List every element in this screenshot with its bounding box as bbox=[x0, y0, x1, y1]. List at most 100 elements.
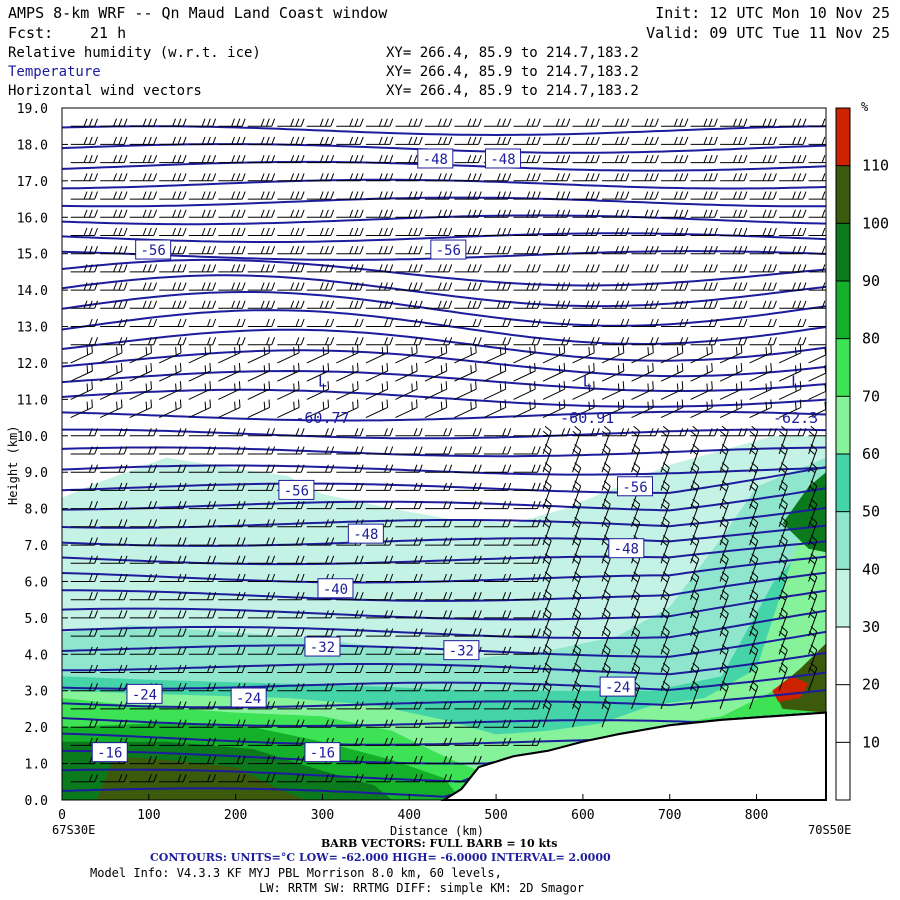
wind-barb bbox=[395, 592, 423, 601]
wind-barb bbox=[158, 362, 182, 382]
wind-barb bbox=[572, 173, 600, 182]
wind-barb bbox=[129, 446, 158, 455]
wind-barb bbox=[543, 136, 571, 145]
wind-barb bbox=[277, 519, 305, 528]
wind-barb bbox=[129, 610, 158, 619]
wind-barb bbox=[660, 399, 684, 419]
wind-barb bbox=[395, 664, 423, 673]
wind-barb bbox=[749, 173, 777, 182]
wind-barb bbox=[365, 136, 394, 145]
wind-barb bbox=[661, 428, 689, 437]
wind-barb bbox=[395, 628, 423, 637]
wind-barb bbox=[100, 318, 128, 327]
isotherm-label-box bbox=[599, 676, 636, 697]
wind-barb bbox=[513, 399, 536, 419]
wind-barb bbox=[306, 701, 335, 710]
wind-barb bbox=[660, 425, 670, 455]
wind-barb bbox=[247, 592, 276, 601]
wind-barb bbox=[365, 428, 394, 437]
wind-barb bbox=[100, 719, 128, 728]
wind-barb bbox=[247, 646, 276, 655]
wind-barb bbox=[749, 118, 777, 127]
wind-barb bbox=[336, 300, 364, 309]
wind-barb bbox=[424, 755, 453, 765]
y-tick-label: 0.0 bbox=[25, 794, 48, 809]
wind-barb bbox=[336, 399, 359, 419]
isotherm-label: -48 bbox=[417, 148, 454, 169]
wind-barb bbox=[218, 664, 246, 673]
wind-barb bbox=[543, 191, 571, 200]
isotherm-label: -24 bbox=[126, 683, 163, 704]
wind-barb bbox=[100, 774, 128, 783]
wind-barb bbox=[277, 573, 305, 582]
wind-barb bbox=[188, 555, 217, 564]
wind-barb bbox=[218, 209, 246, 218]
wind-barb bbox=[306, 300, 335, 309]
wind-barb bbox=[365, 381, 389, 400]
isotherm-line bbox=[62, 410, 826, 422]
wind-barb bbox=[306, 399, 330, 419]
colorbar-tick-label: 100 bbox=[862, 214, 889, 232]
isotherm-line bbox=[62, 369, 826, 392]
wind-barb bbox=[188, 719, 217, 728]
isotherm-label: -56 bbox=[135, 239, 172, 260]
field-name-rh: Relative humidity (w.r.t. ice) bbox=[8, 45, 261, 61]
wind-barb bbox=[247, 399, 270, 419]
axes: 0.0 1.0 2.0 3.0 4.0 5.0 6.0 7.0 8.0 9.0 10.0 11.0 12… bbox=[17, 102, 769, 823]
colorbar-swatch bbox=[836, 511, 850, 570]
wind-barb bbox=[749, 227, 777, 236]
wind-barb bbox=[454, 737, 482, 746]
wind-barb bbox=[631, 246, 659, 255]
wind-barb bbox=[424, 519, 453, 528]
wind-barb bbox=[572, 318, 600, 327]
wind-barb bbox=[483, 300, 512, 309]
field-xy-temperature: XY= 266.4, 85.9 to 214.7,183.2 bbox=[386, 64, 639, 80]
field-xy-rh: XY= 266.4, 85.9 to 214.7,183.2 bbox=[386, 45, 639, 61]
x-tick-label: 700 bbox=[658, 808, 681, 823]
low-center-marker: L bbox=[583, 373, 592, 391]
wind-barb bbox=[277, 118, 305, 127]
wind-barb bbox=[306, 337, 335, 346]
wind-barb bbox=[454, 381, 477, 400]
wind-barb bbox=[779, 173, 807, 182]
wind-barb bbox=[602, 227, 630, 236]
isotherm-label: -56 bbox=[617, 476, 653, 497]
wind-barb bbox=[70, 300, 98, 309]
wind-barb bbox=[690, 282, 718, 291]
wind-barb bbox=[247, 519, 276, 528]
wind-barb bbox=[247, 628, 276, 637]
wind-barb bbox=[336, 337, 364, 346]
wind-barb bbox=[690, 264, 718, 273]
wind-barb bbox=[749, 428, 777, 437]
wind-barb bbox=[779, 118, 807, 127]
wind-barb bbox=[395, 337, 423, 346]
wind-barb bbox=[306, 136, 335, 145]
wind-barb bbox=[218, 173, 246, 182]
wind-barb bbox=[543, 337, 571, 346]
wind-barb bbox=[513, 628, 541, 637]
wind-barb bbox=[188, 646, 217, 655]
wind-barb bbox=[336, 155, 364, 164]
wind-barb bbox=[631, 318, 659, 327]
isotherm-label-box bbox=[347, 523, 384, 544]
wind-barb bbox=[572, 344, 595, 364]
wind-barb bbox=[218, 519, 246, 528]
wind-barb bbox=[602, 246, 630, 255]
wind-barb bbox=[690, 209, 718, 218]
wind-barb bbox=[218, 482, 246, 491]
wind-barb bbox=[336, 428, 364, 437]
x-axis-title: Distance (km) bbox=[390, 824, 484, 838]
y-tick-label: 2.0 bbox=[25, 721, 48, 736]
wind-barb bbox=[129, 191, 158, 200]
isotherm-label-text: -56 bbox=[284, 483, 309, 499]
valid-time: Valid: 09 UTC Tue 11 Nov 25 bbox=[646, 24, 890, 42]
wind-barb bbox=[572, 246, 600, 255]
wind-barb bbox=[513, 701, 541, 710]
wind-barb bbox=[454, 282, 482, 291]
wind-barb bbox=[100, 300, 128, 309]
isotherm-line bbox=[62, 571, 826, 602]
wind-barb bbox=[454, 227, 482, 236]
wind-barb bbox=[100, 264, 128, 273]
wind-barb bbox=[100, 136, 128, 145]
wind-barb bbox=[690, 173, 718, 182]
